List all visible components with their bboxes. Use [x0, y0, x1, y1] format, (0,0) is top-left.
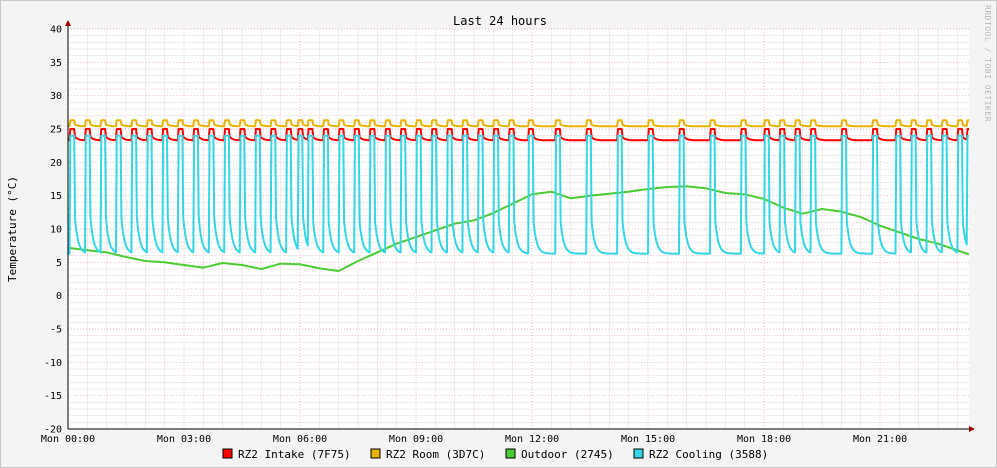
y-axis-arrow [65, 20, 71, 26]
y-tick-label: 10 [50, 225, 62, 236]
legend-swatch [370, 448, 381, 459]
y-tick-labels: 40 35 30 25 20 15 10 5 0 -5 -10 -15 -20 [44, 25, 62, 436]
y-tick-label: -15 [44, 391, 62, 402]
y-tick-label: 20 [50, 158, 62, 169]
legend-label: RZ2 Room (3D7C) [386, 448, 485, 461]
x-tick-label: Mon 15:00 [621, 434, 675, 445]
y-tick-label: -5 [50, 325, 62, 336]
x-tick-label: Mon 09:00 [389, 434, 443, 445]
series-line [67, 134, 970, 255]
x-tick-labels: Mon 00:00 Mon 03:00 Mon 06:00 Mon 09:00 Mon … [41, 434, 907, 445]
y-tick-label: -20 [44, 425, 62, 436]
chart-title: Last 24 hours [453, 14, 547, 28]
y-tick-label: 5 [56, 258, 62, 269]
legend-label: RZ2 Intake (7F75) [238, 448, 351, 461]
rrdtool-watermark: RRDTOOL / TOBI OETIKER [983, 5, 992, 122]
grid [67, 28, 969, 430]
series-line [67, 119, 970, 128]
y-tick-label: 15 [50, 191, 62, 202]
y-tick-label: -10 [44, 358, 62, 369]
x-tick-label: Mon 00:00 [41, 434, 95, 445]
y-tick-label: 0 [56, 291, 62, 302]
series-lines [67, 119, 970, 272]
legend-label: RZ2 Cooling (3588) [649, 448, 768, 461]
legend-swatch [222, 448, 233, 459]
x-axis-arrow [969, 426, 975, 432]
x-tick-label: Mon 21:00 [853, 434, 907, 445]
y-tick-label: 40 [50, 25, 62, 36]
x-tick-label: Mon 03:00 [157, 434, 211, 445]
legend-swatch [633, 448, 644, 459]
y-tick-label: 25 [50, 125, 62, 136]
x-tick-label: Mon 18:00 [737, 434, 791, 445]
legend-swatch [505, 448, 516, 459]
series-line [67, 185, 970, 272]
axes [65, 20, 975, 432]
legend: RZ2 Intake (7F75) RZ2 Room (3D7C) Outdoor … [222, 448, 768, 461]
y-tick-label: 35 [50, 58, 62, 69]
series-line [67, 128, 970, 142]
y-axis-label: Temperature (°C) [6, 176, 19, 282]
legend-label: Outdoor (2745) [521, 448, 614, 461]
x-tick-label: Mon 12:00 [505, 434, 559, 445]
x-tick-label: Mon 06:00 [273, 434, 327, 445]
y-tick-label: 30 [50, 91, 62, 102]
